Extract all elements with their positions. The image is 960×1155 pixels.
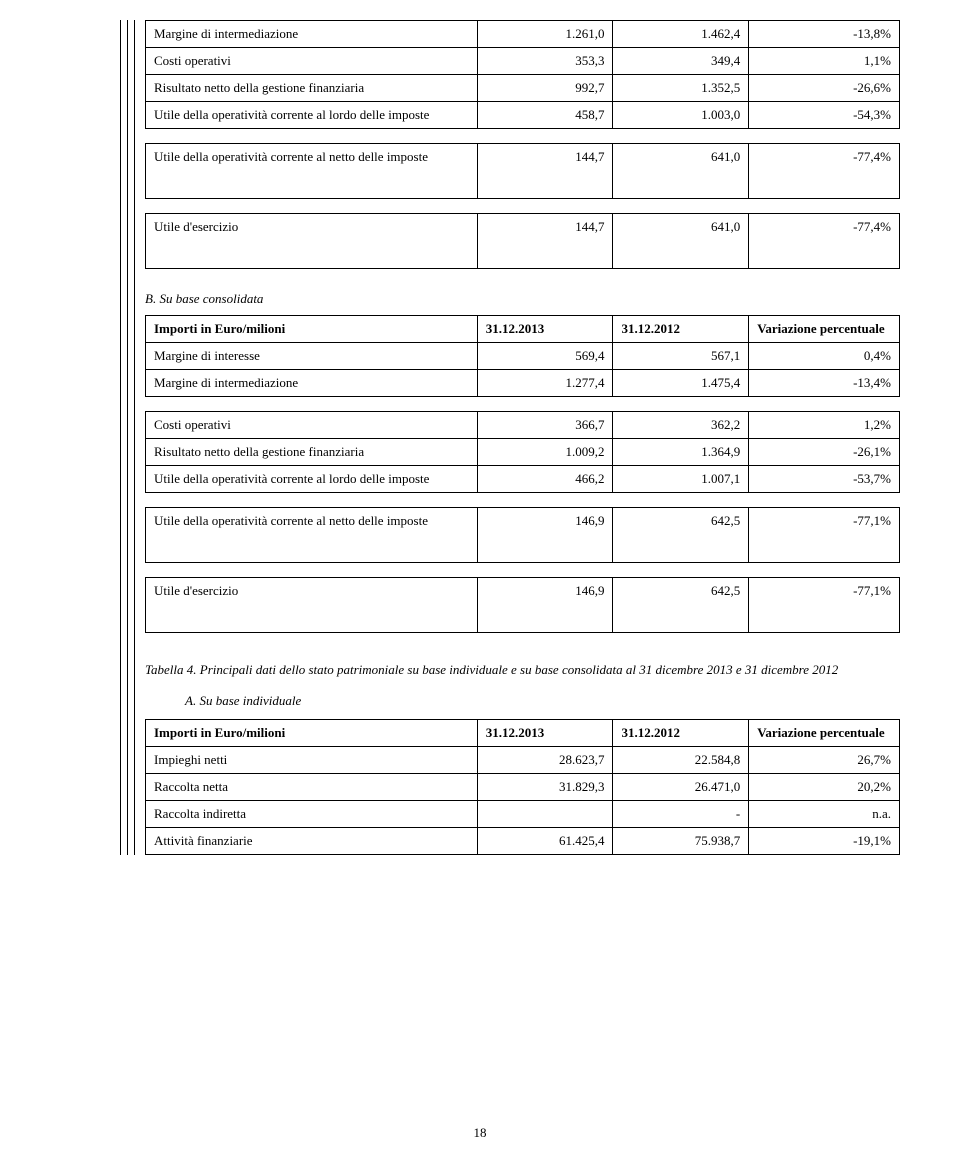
cell-value: -54,3% [749, 102, 900, 129]
cell-value: -26,1% [749, 439, 900, 466]
page-number: 18 [0, 1125, 960, 1141]
cell-value: 1.007,1 [613, 466, 749, 493]
cell-value: 20,2% [749, 773, 900, 800]
cell-label: Risultato netto della gestione finanziar… [146, 75, 478, 102]
cell-value: 26.471,0 [613, 773, 749, 800]
cell-label: Raccolta netta [146, 773, 478, 800]
cell-label: Margine di intermediazione [146, 370, 478, 397]
cell-label: Margine di intermediazione [146, 21, 478, 48]
cell-value: 642,5 [613, 508, 749, 563]
cell-value: 569,4 [477, 343, 613, 370]
cell-value: 28.623,7 [477, 746, 613, 773]
top-table-netto: Utile della operatività corrente al nett… [145, 143, 900, 199]
cell-value: -77,4% [749, 214, 900, 269]
cell-value: -13,4% [749, 370, 900, 397]
cell-value: 1.462,4 [613, 21, 749, 48]
table-b-main: Importi in Euro/milioni 31.12.2013 31.12… [145, 315, 900, 397]
cell-label: Costi operativi [146, 412, 478, 439]
section-b-heading: B. Su base consolidata [145, 291, 900, 307]
cell-label: Utile d'esercizio [146, 214, 478, 269]
col-head: Variazione percentuale [749, 316, 900, 343]
cell-value: 144,7 [477, 214, 613, 269]
cell-label: Impieghi netti [146, 746, 478, 773]
cell-label: Margine di interesse [146, 343, 478, 370]
cell-value: - [613, 800, 749, 827]
col-head: 31.12.2012 [613, 316, 749, 343]
cell-value: 641,0 [613, 144, 749, 199]
col-head: Importi in Euro/milioni [146, 719, 478, 746]
cell-value: 22.584,8 [613, 746, 749, 773]
table-b-esercizio: Utile d'esercizio 146,9 642,5 -77,1% [145, 577, 900, 633]
cell-value: 0,4% [749, 343, 900, 370]
table-b-netto: Utile della operatività corrente al nett… [145, 507, 900, 563]
cell-value: 1.364,9 [613, 439, 749, 466]
cell-value: -19,1% [749, 827, 900, 854]
cell-label: Risultato netto della gestione finanziar… [146, 439, 478, 466]
top-table-esercizio: Utile d'esercizio 144,7 641,0 -77,4% [145, 213, 900, 269]
cell-value: 1.352,5 [613, 75, 749, 102]
cell-label: Raccolta indiretta [146, 800, 478, 827]
cell-value: 641,0 [613, 214, 749, 269]
cell-label: Utile della operatività corrente al lord… [146, 102, 478, 129]
col-head: Variazione percentuale [749, 719, 900, 746]
cell-label: Utile della operatività corrente al nett… [146, 508, 478, 563]
cell-value: 31.829,3 [477, 773, 613, 800]
cell-value: -53,7% [749, 466, 900, 493]
cell-value: 144,7 [477, 144, 613, 199]
cell-value: 466,2 [477, 466, 613, 493]
col-head: Importi in Euro/milioni [146, 316, 478, 343]
cell-value: 1.009,2 [477, 439, 613, 466]
col-head: 31.12.2013 [477, 719, 613, 746]
cell-value: 353,3 [477, 48, 613, 75]
cell-value: 1,2% [749, 412, 900, 439]
col-head: 31.12.2013 [477, 316, 613, 343]
cell-value: -77,4% [749, 144, 900, 199]
cell-value: 1.277,4 [477, 370, 613, 397]
cell-value: 1.003,0 [613, 102, 749, 129]
section-a-heading: A. Su base individuale [185, 693, 900, 709]
table4-caption: Tabella 4. Principali dati dello stato p… [145, 661, 900, 679]
cell-value: -13,8% [749, 21, 900, 48]
cell-value: 992,7 [477, 75, 613, 102]
cell-label: Costi operativi [146, 48, 478, 75]
cell-value: 146,9 [477, 578, 613, 633]
cell-value: 26,7% [749, 746, 900, 773]
table-b-part2: Costi operativi366,7362,21,2% Risultato n… [145, 411, 900, 493]
table-c: Importi in Euro/milioni 31.12.2013 31.12… [145, 719, 900, 855]
cell-value: -26,6% [749, 75, 900, 102]
cell-value: 567,1 [613, 343, 749, 370]
cell-value: 1.475,4 [613, 370, 749, 397]
cell-value: 1,1% [749, 48, 900, 75]
cell-label: Utile della operatività corrente al nett… [146, 144, 478, 199]
cell-label: Attività finanziarie [146, 827, 478, 854]
cell-value: 366,7 [477, 412, 613, 439]
cell-value: -77,1% [749, 508, 900, 563]
col-head: 31.12.2012 [613, 719, 749, 746]
cell-label: Utile d'esercizio [146, 578, 478, 633]
top-table: Margine di intermediazione1.261,01.462,4… [145, 20, 900, 129]
cell-value: n.a. [749, 800, 900, 827]
cell-value: 458,7 [477, 102, 613, 129]
cell-value: 146,9 [477, 508, 613, 563]
cell-value: 61.425,4 [477, 827, 613, 854]
cell-value: -77,1% [749, 578, 900, 633]
cell-value: 75.938,7 [613, 827, 749, 854]
cell-label: Utile della operatività corrente al lord… [146, 466, 478, 493]
cell-value [477, 800, 613, 827]
cell-value: 362,2 [613, 412, 749, 439]
cell-value: 1.261,0 [477, 21, 613, 48]
cell-value: 349,4 [613, 48, 749, 75]
cell-value: 642,5 [613, 578, 749, 633]
